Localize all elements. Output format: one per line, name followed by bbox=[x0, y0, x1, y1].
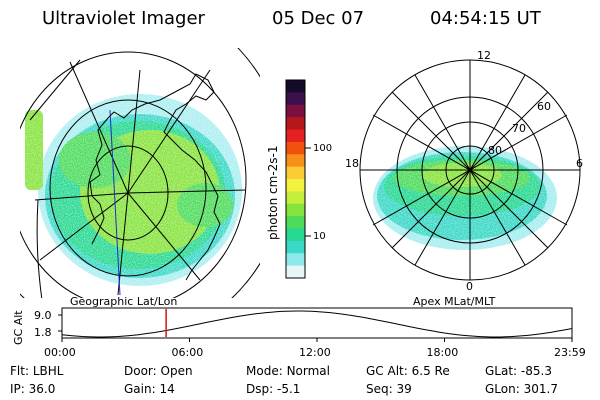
colorbar-segment bbox=[286, 253, 305, 267]
colorbar-tick-10: 10 bbox=[313, 231, 326, 242]
colorbar-segment bbox=[286, 216, 305, 229]
apex-grid bbox=[359, 59, 581, 281]
colorbar-unit-label: photon cm-2s-1 bbox=[266, 146, 280, 241]
info-flt: Flt: LBHL bbox=[10, 364, 64, 378]
info-ip: IP: 36.0 bbox=[10, 382, 56, 396]
info-gain: Gain: 14 bbox=[124, 382, 175, 396]
colorbar-segment bbox=[286, 104, 305, 118]
colorbar bbox=[286, 80, 305, 279]
altitude-curve bbox=[61, 310, 573, 338]
mlat-label-70: 70 bbox=[512, 122, 526, 135]
info-door: Door: Open bbox=[124, 364, 193, 378]
colorbar-segment bbox=[286, 141, 305, 155]
colorbar-segment bbox=[286, 117, 305, 130]
colorbar-segment bbox=[286, 240, 305, 254]
time-axis-label: 06:00 bbox=[172, 346, 204, 359]
info-dsp: Dsp: -5.1 bbox=[246, 382, 301, 396]
instrument-title: Ultraviolet Imager bbox=[42, 8, 205, 29]
colorbar-segment bbox=[286, 154, 305, 168]
time-axis-label: 00:00 bbox=[44, 346, 76, 359]
mlt-label-18: 18 bbox=[345, 157, 359, 170]
observation-date: 05 Dec 07 bbox=[272, 8, 365, 29]
alt-tick-9: 9.0 bbox=[34, 309, 52, 322]
altitude-strip-frame bbox=[61, 307, 573, 339]
info-seq: Seq: 39 bbox=[366, 382, 412, 396]
alt-tick-1-8: 1.8 bbox=[34, 326, 52, 339]
mlt-label-12: 12 bbox=[477, 49, 491, 62]
mlt-label-6: 6 bbox=[576, 157, 583, 170]
colorbar-segment bbox=[286, 129, 305, 143]
info-glat: GLat: -85.3 bbox=[485, 364, 552, 378]
colorbar-segment bbox=[286, 179, 305, 192]
time-axis-label: 12:00 bbox=[299, 346, 331, 359]
mlat-label-60: 60 bbox=[537, 100, 551, 113]
colorbar-segment bbox=[286, 228, 305, 242]
colorbar-segment bbox=[286, 265, 305, 279]
colorbar-segment bbox=[286, 203, 305, 217]
geo-image bbox=[20, 48, 260, 298]
alt-axis-label: GC Alt bbox=[12, 310, 25, 345]
apex-panel-label: Apex MLat/MLT bbox=[413, 295, 496, 308]
time-axis: 00:00 06:00 12:00 18:00 23:59 bbox=[44, 338, 586, 359]
info-mode: Mode: Normal bbox=[246, 364, 330, 378]
info-glon: GLon: 301.7 bbox=[485, 382, 558, 396]
observation-time: 04:54:15 UT bbox=[430, 8, 541, 29]
mlt-label-0: 0 bbox=[466, 280, 473, 293]
colorbar-tick-100: 100 bbox=[313, 143, 332, 154]
mlat-label-80: 80 bbox=[488, 144, 502, 157]
colorbar-segment bbox=[286, 80, 305, 93]
time-axis-label: 18:00 bbox=[427, 346, 459, 359]
colorbar-segment bbox=[286, 191, 305, 205]
colorbar-segment bbox=[286, 166, 305, 180]
colorbar-segment bbox=[286, 92, 305, 106]
geo-panel-label: Geographic Lat/Lon bbox=[70, 295, 177, 308]
time-axis-label: 23:59 bbox=[554, 346, 586, 359]
info-gc-alt: GC Alt: 6.5 Re bbox=[366, 364, 450, 378]
